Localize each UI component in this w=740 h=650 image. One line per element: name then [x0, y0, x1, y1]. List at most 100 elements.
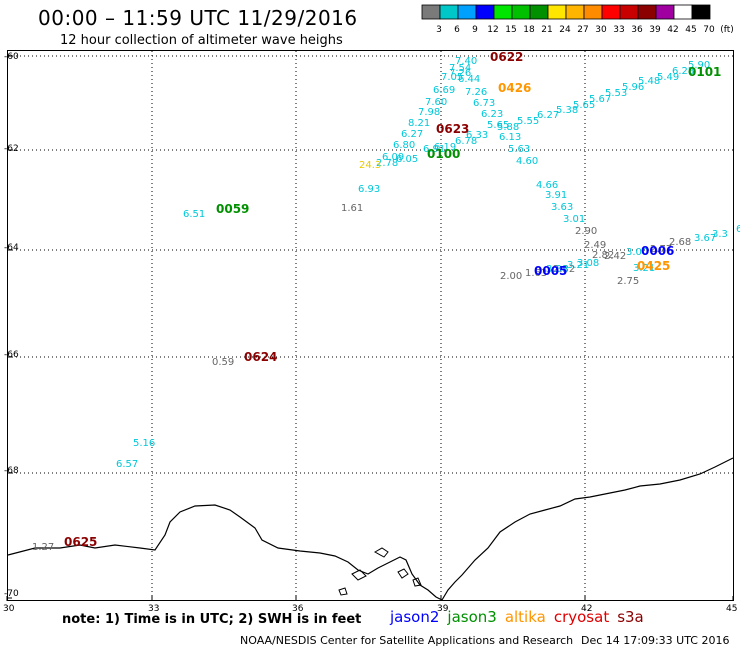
swh-value-label: 6.28	[672, 66, 695, 77]
pass-time-label: 0625	[64, 535, 98, 549]
swh-value-label: 5.16	[133, 438, 156, 449]
legend-item-cryosat: cryosat	[553, 608, 610, 626]
swh-value-label: 7.98	[418, 107, 441, 118]
swh-value-label: 2.82	[592, 250, 615, 261]
swh-value-label: 3.08	[577, 258, 600, 269]
swh-value-label: 6.41	[736, 224, 740, 235]
pass-time-label: 0624	[244, 350, 278, 364]
colorbar-swatch-3	[475, 4, 495, 20]
swh-value-label: 2.78	[376, 158, 399, 169]
lon-label-36: 36	[292, 604, 304, 614]
swh-value-label: 3.38	[546, 264, 569, 275]
colorbar-swatch-1	[439, 4, 459, 20]
swh-value-label: 4.66	[536, 180, 559, 191]
swh-value-label: 6.05	[396, 154, 419, 165]
swh-value-label: 5.90	[688, 60, 711, 71]
swh-value-label: 6.91	[423, 144, 446, 155]
lon-label-39: 39	[437, 604, 449, 614]
coastline	[7, 457, 734, 601]
colorbar-swatch-4	[493, 4, 513, 20]
pass-time-label: 0100	[427, 147, 461, 161]
swh-value-label: 1.27	[32, 542, 55, 553]
pass-time-label: 0622	[490, 50, 524, 64]
swh-value-label: 5.49	[657, 72, 680, 83]
colorbar-label-15: 70	[703, 25, 715, 35]
lat-label-66: -66	[4, 350, 19, 360]
colorbar-swatch-13	[655, 4, 675, 20]
colorbar-swatch-0	[421, 4, 441, 20]
swh-value-label: 3.91	[545, 190, 568, 201]
swh-value-label: 3.21	[633, 263, 656, 274]
swh-value-label: 3.63	[551, 202, 574, 213]
swh-value-label: 7.60	[425, 97, 448, 108]
colorbar-swatch-2	[457, 4, 477, 20]
island-2	[397, 568, 409, 579]
swh-value-label: 6.44	[458, 74, 481, 85]
swh-value-label: 2.77	[650, 244, 673, 255]
swh-value-label: 8.21	[408, 118, 431, 129]
pass-time-label: 0005	[534, 264, 568, 278]
lat-label-68: -68	[4, 466, 19, 476]
swh-value-label: 5.88	[497, 122, 520, 133]
colorbar-swatch-7	[547, 4, 567, 20]
swh-value-label: 6.09	[382, 152, 405, 163]
colorbar-label-11: 36	[631, 25, 643, 35]
swh-value-label: 5.38	[556, 105, 579, 116]
lat-label-70: -70	[4, 589, 19, 599]
legend-item-jason2: jason2	[390, 608, 440, 626]
pass-time-label: 0059	[216, 202, 250, 216]
colorbar-swatch-15	[691, 4, 711, 20]
colorbar-label-4: 15	[505, 25, 516, 35]
swh-value-label: 7.26	[465, 87, 488, 98]
colorbar-label-10: 33	[613, 25, 624, 35]
swh-value-label: 7.54	[449, 63, 472, 74]
swh-value-label: 6.80	[393, 140, 416, 151]
lon-label-33: 33	[148, 604, 160, 614]
swh-value-label: 2.90	[575, 226, 598, 237]
colorbar-label-1: 6	[454, 25, 460, 35]
swh-value-label: 0.59	[212, 357, 235, 368]
footer-timestamp: Dec 14 17:09:33 UTC 2016	[581, 634, 730, 647]
swh-value-label: 2.75	[617, 276, 640, 287]
swh-value-label: 5.65	[487, 120, 510, 131]
swh-value-label: 2.68	[669, 237, 692, 248]
swh-value-label: 5.67	[589, 94, 612, 105]
colorbar-swatch-14	[673, 4, 693, 20]
colorbar-swatch-9	[583, 4, 603, 20]
colorbar-swatch-6	[529, 4, 549, 20]
colorbar-label-12: 39	[649, 25, 661, 35]
lat-label-64: -64	[4, 243, 19, 253]
island-4	[412, 577, 422, 587]
swh-value-label: 6.27	[537, 110, 560, 121]
swh-value-label: 5.65	[573, 100, 596, 111]
colorbar-label-2: 9	[472, 25, 478, 35]
colorbar-label-14: 45	[685, 25, 696, 35]
swh-value-label: 6.51	[183, 209, 206, 220]
map-note: note: 1) Time is in UTC; 2) SWH is in fe…	[62, 612, 362, 627]
colorbar-label-0: 3	[436, 25, 442, 35]
lon-label-42: 42	[581, 604, 593, 614]
swh-value-label: 5.96	[622, 82, 645, 93]
pass-time-label: 0101	[688, 65, 722, 79]
swh-value-label: 24.3	[359, 160, 382, 171]
swh-value-label: 5.48	[638, 76, 661, 87]
swh-value-label: 1.61	[341, 203, 364, 214]
swh-value-label: 2.42	[604, 251, 627, 262]
pass-time-label: 0623	[436, 122, 470, 136]
swh-value-label: 7.40	[455, 56, 478, 67]
swh-value-label: 7.05	[441, 72, 464, 83]
island-5	[338, 587, 348, 596]
legend-item-altika: altika	[504, 608, 546, 626]
colorbar-label-8: 27	[577, 25, 588, 35]
swh-value-label: 3.01	[563, 214, 586, 225]
colorbar-label-13: 42	[667, 25, 678, 35]
pass-time-label: 0426	[498, 81, 532, 95]
colorbar-label-6: 21	[541, 25, 552, 35]
pass-time-label: 0425	[637, 259, 671, 273]
pass-time-label: 0006	[641, 244, 675, 258]
swh-value-label: 5.63	[508, 144, 531, 155]
island-1	[373, 547, 389, 558]
swh-value-label: 2.32	[553, 264, 576, 275]
swh-value-label: 5.55	[517, 116, 540, 127]
swh-value-label: 6.78	[455, 136, 478, 147]
